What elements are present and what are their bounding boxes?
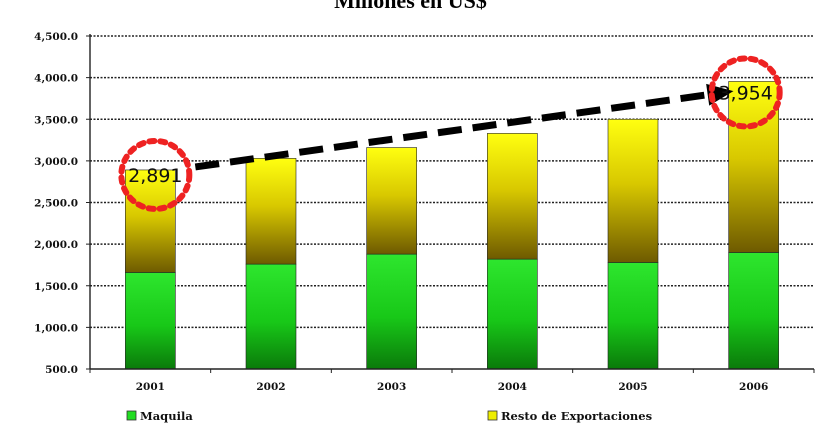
chart-title: Millones en US$ — [334, 0, 487, 13]
bar-resto — [607, 118, 659, 263]
x-tick-label: 2004 — [498, 381, 527, 393]
bar-layer — [125, 81, 779, 370]
bar-maquila — [366, 253, 417, 370]
x-tick-label: 2002 — [256, 381, 285, 393]
callout-value-label: 2,891 — [128, 165, 182, 187]
bar-resto — [487, 133, 538, 260]
y-tick-label: 1,000.0 — [34, 322, 78, 334]
x-tick-label: 2005 — [618, 381, 647, 393]
bar-maquila — [607, 262, 659, 370]
trend-arrow-line — [194, 90, 711, 171]
legend-resto-swatch — [487, 410, 498, 421]
legend: Maquila Resto de Exportaciones — [126, 409, 652, 423]
y-tick-label: 3,500.0 — [34, 114, 78, 126]
bar-maquila — [245, 263, 297, 370]
bar-resto — [245, 158, 297, 265]
y-tick-label: 2,000.0 — [34, 239, 78, 251]
bar-maquila — [125, 272, 176, 370]
bar-resto — [366, 147, 417, 255]
bar-resto — [125, 169, 176, 273]
y-tick-label: 4,500.0 — [34, 31, 78, 43]
grid-layer — [90, 35, 814, 329]
y-tick-label: 3,000.0 — [34, 156, 78, 168]
callout-value-label: 3,954 — [718, 82, 772, 104]
bar-maquila — [728, 252, 779, 370]
callout-layer: 2,891 3,954 — [118, 55, 783, 212]
legend-maquila-label: Maquila — [140, 409, 193, 423]
axis-layer: 500.0 1,000.0 1,500.0 2,000.0 2,500.0 3,000.0… — [34, 31, 815, 393]
x-tick-label: 2003 — [377, 381, 406, 393]
y-tick-label: 1,500.0 — [34, 281, 78, 293]
bar-maquila — [487, 258, 538, 370]
callout-ring — [708, 55, 783, 130]
x-tick-label: 2006 — [739, 381, 768, 393]
legend-resto-label: Resto de Exportaciones — [501, 409, 652, 423]
y-tick-label: 500.0 — [45, 364, 78, 376]
y-tick-label: 2,500.0 — [34, 198, 78, 210]
callout-ring — [118, 137, 193, 212]
legend-maquila-swatch — [126, 410, 137, 421]
y-tick-label: 4,000.0 — [34, 73, 78, 85]
x-tick-label: 2001 — [136, 381, 165, 393]
bar-resto — [728, 81, 779, 253]
